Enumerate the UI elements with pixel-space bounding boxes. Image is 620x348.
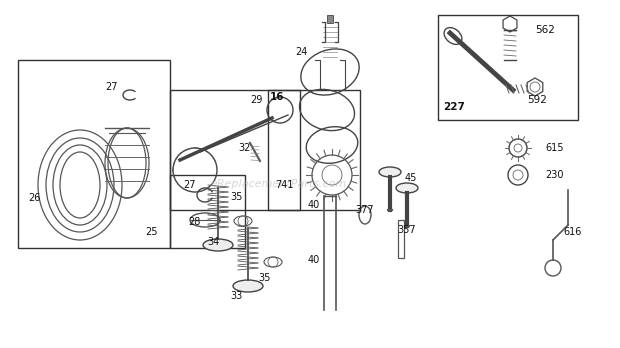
Bar: [438, 15, 578, 120]
Text: 357: 357: [397, 225, 415, 235]
Text: 25: 25: [145, 227, 157, 237]
Text: 40: 40: [308, 255, 321, 265]
Text: 28: 28: [188, 217, 200, 227]
Bar: [170, 175, 245, 248]
Text: 32: 32: [238, 143, 250, 153]
Text: 24: 24: [295, 47, 308, 57]
Text: 26: 26: [28, 193, 40, 203]
Text: eReplacementParts.com: eReplacementParts.com: [211, 180, 347, 189]
Bar: [18, 60, 170, 248]
Text: 377: 377: [355, 205, 374, 215]
Ellipse shape: [233, 280, 263, 292]
Bar: [170, 90, 300, 210]
Text: 35: 35: [258, 273, 270, 283]
Text: 741: 741: [275, 180, 293, 190]
Text: 40: 40: [308, 200, 321, 210]
Text: 592: 592: [527, 95, 547, 105]
Text: 615: 615: [545, 143, 564, 153]
Text: 45: 45: [405, 173, 417, 183]
Text: 33: 33: [230, 291, 242, 301]
Text: 27: 27: [183, 180, 195, 190]
Text: 227: 227: [443, 102, 465, 112]
Text: 35: 35: [230, 192, 242, 202]
Bar: [268, 90, 360, 210]
Bar: [327, 15, 333, 23]
Ellipse shape: [396, 183, 418, 193]
Text: 230: 230: [545, 170, 564, 180]
Text: 16: 16: [270, 92, 285, 102]
Text: 616: 616: [563, 227, 582, 237]
Text: 34: 34: [207, 237, 219, 247]
Ellipse shape: [203, 239, 233, 251]
Text: 29: 29: [250, 95, 262, 105]
Text: 562: 562: [535, 25, 555, 35]
Ellipse shape: [379, 167, 401, 177]
Text: 27: 27: [105, 82, 118, 92]
Bar: [398, 220, 404, 258]
